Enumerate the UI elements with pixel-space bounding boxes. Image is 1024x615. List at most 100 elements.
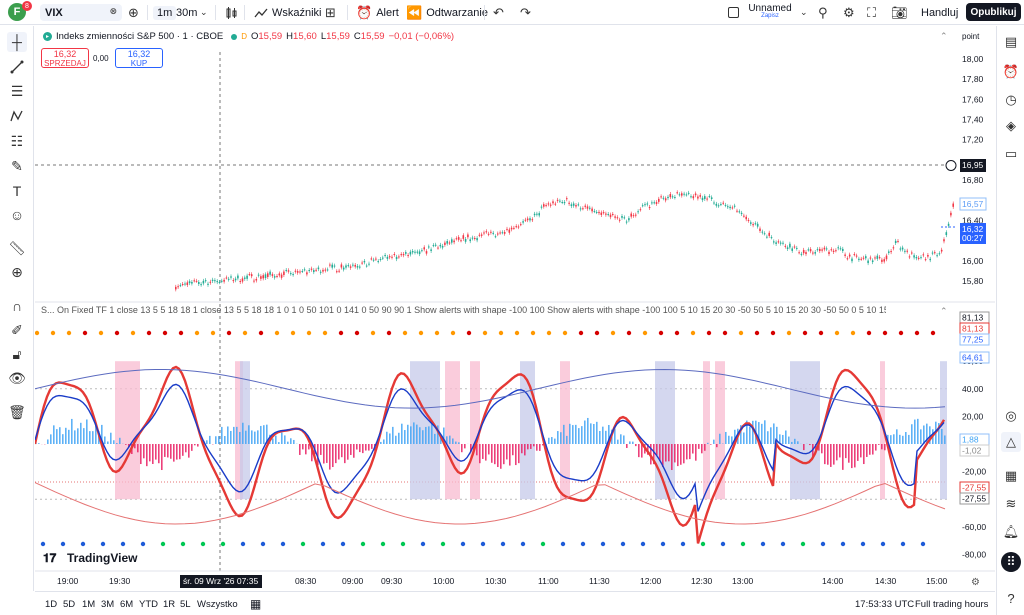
range-5l[interactable]: 5L <box>180 599 191 610</box>
chart-settings-icon[interactable]: ⚙ <box>971 577 980 588</box>
compare-symbol-button[interactable]: ⊕ <box>128 5 139 20</box>
range-1d[interactable]: 1D <box>45 599 58 610</box>
add-alert-icon[interactable] <box>945 160 957 171</box>
signal-marker-bottom <box>260 541 266 547</box>
range-1m[interactable]: 1M <box>82 599 96 610</box>
histogram-bar <box>419 427 421 444</box>
fib-tool[interactable]: ☰ <box>7 81 27 101</box>
symbol-search[interactable]: VIX ⊗ <box>40 4 122 21</box>
layout-dropdown[interactable]: ⌄ <box>800 5 808 20</box>
session-selector[interactable]: Full trading hours <box>915 599 989 610</box>
pattern-tool[interactable] <box>7 106 27 126</box>
buy-button[interactable]: 16,32 KUP <box>115 48 163 68</box>
sell-button[interactable]: 16,32 SPRZEDAJ <box>41 48 89 68</box>
target-button[interactable]: ◎ <box>1001 406 1021 426</box>
histogram-bar <box>884 444 886 451</box>
hide-drawings-tool[interactable]: 👁︎ <box>7 368 27 388</box>
candle <box>292 274 294 276</box>
magnet-tool[interactable]: ∩ <box>7 296 27 316</box>
settings-button[interactable]: ⚙ <box>843 5 855 20</box>
candle <box>253 280 255 282</box>
candle <box>294 270 297 272</box>
news-button[interactable]: ≋ <box>1001 494 1021 514</box>
trade-button[interactable]: Handluj <box>921 5 958 20</box>
time-tick-label: 10:00 <box>433 576 455 586</box>
help-button[interactable]: ? <box>1001 588 1021 608</box>
interval-dropdown[interactable]: ⌄ <box>200 5 208 20</box>
templates-button[interactable]: ⊞ <box>325 5 336 20</box>
publish-button[interactable]: Opublikuj <box>966 3 1021 21</box>
alert-button[interactable]: ⏰ Alert <box>356 5 399 20</box>
icon-tool[interactable]: ☺ <box>7 205 27 225</box>
range-ytd[interactable]: YTD <box>139 599 158 610</box>
layers-button[interactable]: ◈ <box>1001 116 1021 136</box>
forecast-tool[interactable]: ☷ <box>7 131 27 151</box>
remove-drawings-tool[interactable]: 🗑︎ <box>7 402 27 422</box>
collapse-icon[interactable]: ▸ <box>43 32 52 41</box>
legend-title[interactable]: Indeks zmienności S&P 500 · 1 · CBOE <box>56 31 224 42</box>
indicators-button[interactable]: Wskaźniki <box>254 5 322 20</box>
price-tick-label: 15,80 <box>962 276 984 286</box>
signal-marker-top <box>914 330 920 336</box>
collapse-pane-icon[interactable]: ⌃ <box>940 31 948 41</box>
user-avatar[interactable]: F <box>8 3 26 21</box>
ruler-icon: 📏︎ <box>8 239 26 256</box>
candle <box>326 269 329 271</box>
layout-name[interactable]: Unnamed Zapisz <box>742 2 798 19</box>
apps-button[interactable]: ⠿ <box>1001 552 1021 572</box>
go-to-date-button[interactable]: ▦ <box>250 597 261 611</box>
stay-drawing-tool[interactable]: ✐ <box>7 320 27 340</box>
range-3m[interactable]: 3M <box>101 599 115 610</box>
collapse-indicator-icon[interactable]: ⌃ <box>940 306 948 316</box>
clear-icon[interactable]: ⊗ <box>109 6 117 16</box>
lock-drawings-tool[interactable]: 🔓︎ <box>7 344 27 364</box>
range-1r[interactable]: 1R <box>163 599 176 610</box>
signal-marker-top <box>418 330 424 336</box>
histogram-bar <box>857 444 859 461</box>
signal-marker-bottom <box>120 541 126 547</box>
range-5d[interactable]: 5D <box>63 599 76 610</box>
signal-marker-top <box>514 330 520 336</box>
range-6m[interactable]: 6M <box>120 599 134 610</box>
quick-search-button[interactable]: ⚲ <box>818 5 828 20</box>
candle <box>531 219 534 221</box>
crosshair-tool[interactable]: ┼ <box>7 32 27 52</box>
chart-type-button[interactable] <box>224 5 238 20</box>
measure-tool[interactable]: 📏︎ <box>7 238 27 258</box>
undo-button[interactable]: ↶ <box>493 5 504 20</box>
histogram-bar <box>431 423 433 444</box>
candle <box>552 201 554 204</box>
watchlist-button[interactable]: ▤ <box>1001 32 1021 52</box>
fullscreen-button[interactable]: ⛶ <box>867 5 876 20</box>
indicator-legend[interactable]: S... On Fixed TF 1 close 13 5 5 18 18 1 … <box>41 305 886 315</box>
candle <box>510 227 513 230</box>
calendar-button[interactable]: ▦ <box>1001 466 1021 486</box>
price-tick-label: 16,00 <box>962 256 984 266</box>
layout-menu-button[interactable] <box>728 5 739 20</box>
candle <box>609 214 612 218</box>
pine-button[interactable]: △ <box>1001 432 1021 452</box>
chart-canvas[interactable]: 18,00 17,80 17,60 17,40 17,20 16,80 16,40 16,00… <box>33 26 995 591</box>
candle <box>271 274 274 276</box>
zoom-tool[interactable]: ⊕ <box>7 262 27 282</box>
notifications-button[interactable]: 🔔︎ <box>1001 522 1021 542</box>
chart-area[interactable]: 18,00 17,80 17,60 17,40 17,20 16,80 16,40 16,00… <box>33 26 995 591</box>
histogram-bar <box>725 431 727 444</box>
redo-button[interactable]: ↷ <box>520 5 531 20</box>
snapshot-button[interactable]: 📷︎ <box>891 5 908 20</box>
interval-30m-button[interactable]: 30m <box>176 5 197 20</box>
candle <box>894 240 897 244</box>
candle <box>816 249 819 251</box>
alerts-panel-button[interactable]: ⏰ <box>1001 62 1021 82</box>
data-window-button[interactable]: ◷ <box>1001 90 1021 110</box>
candle <box>846 258 849 260</box>
range-all[interactable]: Wszystko <box>197 599 238 610</box>
text-tool[interactable]: T <box>7 181 27 201</box>
interval-1m-button[interactable]: 1m <box>153 5 177 20</box>
utc-clock[interactable]: 17:53:33 UTC <box>855 599 915 610</box>
chat-button[interactable]: ▭ <box>1001 144 1021 164</box>
replay-button[interactable]: ⏪ Odtwarzanie <box>406 5 488 20</box>
trend-line-tool[interactable] <box>7 57 27 77</box>
candle <box>869 257 872 259</box>
brush-tool[interactable]: ✎ <box>7 156 27 176</box>
